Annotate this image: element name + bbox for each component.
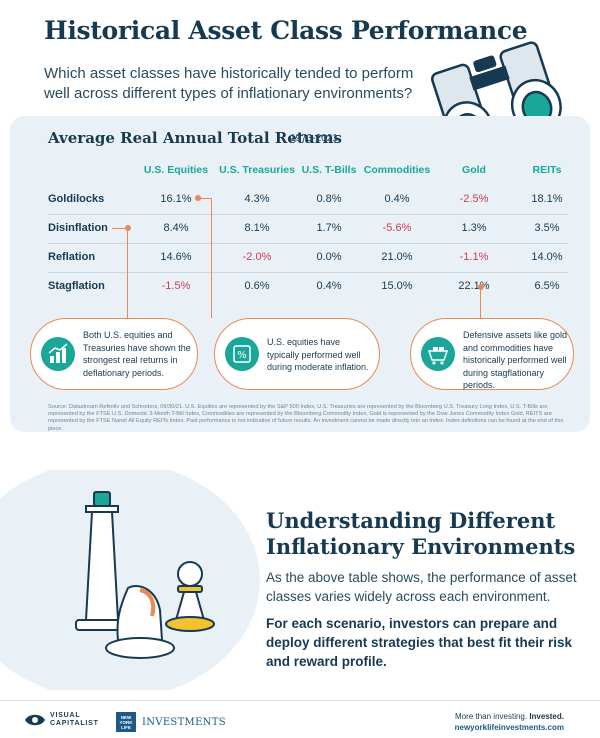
table-cell: 14.6% — [160, 251, 192, 263]
vc-line1: VISUAL — [50, 712, 81, 719]
nyl-box: NEW YORK LIFE — [116, 712, 136, 732]
tagline-bold: Invested. — [529, 712, 564, 721]
vc-line2: CAPITALIST — [50, 720, 99, 727]
callout-moderate-inflation: % U.S. equities have typically performed… — [214, 318, 380, 390]
connector-dot — [478, 284, 484, 290]
row-divider — [48, 214, 568, 215]
table-cell: 1.3% — [461, 222, 487, 234]
vc-eye-icon — [25, 714, 45, 726]
table-cell: 0.4% — [384, 193, 410, 205]
col-header-us-equities: U.S. Equities — [143, 164, 209, 176]
svg-text:%: % — [237, 350, 247, 361]
table-cell: -2.0% — [242, 251, 272, 263]
connector-line — [198, 198, 212, 199]
row-divider — [48, 243, 568, 244]
table-cell: -1.1% — [459, 251, 489, 263]
connector-line — [127, 228, 128, 318]
footer-divider — [0, 700, 600, 701]
callout-text: Defensive assets like gold and commoditi… — [463, 330, 568, 390]
connector-line — [112, 228, 127, 229]
table-cell: 0.0% — [316, 251, 342, 263]
table-cell: 0.6% — [244, 280, 270, 292]
row-divider — [48, 272, 568, 273]
row-label-disinflation: Disinflation — [48, 222, 108, 234]
row-label-reflation: Reflation — [48, 251, 96, 263]
table-cell: 0.4% — [316, 280, 342, 292]
col-header-commodities: Commodities — [363, 164, 431, 176]
nyl-text: INVESTMENTS — [142, 716, 226, 728]
col-header-reits: REITs — [532, 164, 562, 176]
table-cell: 8.1% — [244, 222, 270, 234]
page-title: Historical Asset Class Performance — [44, 16, 528, 45]
table-cell: 8.4% — [163, 222, 189, 234]
table-cell: 3.5% — [534, 222, 560, 234]
section-paragraph: As the above table shows, the performanc… — [266, 570, 577, 604]
tagline-plain: More than investing. — [455, 712, 530, 721]
connector-line — [480, 289, 481, 318]
growth-chart-icon — [41, 337, 75, 371]
gold-cart-icon — [421, 337, 455, 371]
visual-capitalist-logo: VISUAL CAPITALIST — [24, 712, 99, 728]
table-title: Average Real Annual Total Returns — [48, 129, 342, 147]
table-period: 1973-2021 — [290, 133, 338, 144]
table-cell: 21.0% — [381, 251, 413, 263]
col-header-us-treasuries: U.S. Treasuries — [219, 164, 295, 176]
section-heading: Understanding Different Inflationary Env… — [266, 508, 576, 559]
row-label-stagflation: Stagflation — [48, 280, 105, 292]
callout-stagflation: Defensive assets like gold and commoditi… — [410, 318, 574, 390]
table-cell: 4.3% — [244, 193, 270, 205]
table-cell: 16.1% — [160, 193, 192, 205]
connector-dot — [125, 225, 131, 231]
footer-url[interactable]: newyorklifeinvestments.com — [454, 723, 564, 732]
table-cell: 15.0% — [381, 280, 413, 292]
table-cell: 6.5% — [534, 280, 560, 292]
table-cell: -1.5% — [161, 280, 191, 292]
callout-deflation: Both U.S. equities and Treasuries have s… — [30, 318, 198, 390]
table-cell: -5.6% — [382, 222, 412, 234]
row-label-goldilocks: Goldilocks — [48, 193, 105, 205]
callout-text: U.S. equities have typically performed w… — [267, 337, 369, 372]
chess-pieces-illustration — [0, 470, 260, 690]
callout-text: Both U.S. equities and Treasuries have s… — [83, 330, 191, 378]
page-subtitle: Which asset classes have historically te… — [44, 65, 414, 102]
table-cell: 1.7% — [316, 222, 342, 234]
nyl-investments-logo: NEW YORK LIFE INVESTMENTS — [116, 712, 226, 732]
table-cell: 14.0% — [531, 251, 563, 263]
section-bold-paragraph: For each scenario, investors can prepare… — [266, 616, 573, 669]
source-note: Source: Datastream Refinitiv and Schrode… — [48, 404, 564, 432]
col-header-us-tbills: U.S. T-Bills — [301, 164, 357, 176]
table-cell: 18.1% — [531, 193, 563, 205]
table-cell: 0.8% — [316, 193, 342, 205]
footer-tagline: More than investing. Invested. newyorkli… — [455, 711, 564, 733]
table-cell: -2.5% — [459, 193, 489, 205]
col-header-gold: Gold — [462, 164, 486, 176]
connector-line — [211, 198, 212, 318]
percent-chart-icon: % — [225, 337, 259, 371]
